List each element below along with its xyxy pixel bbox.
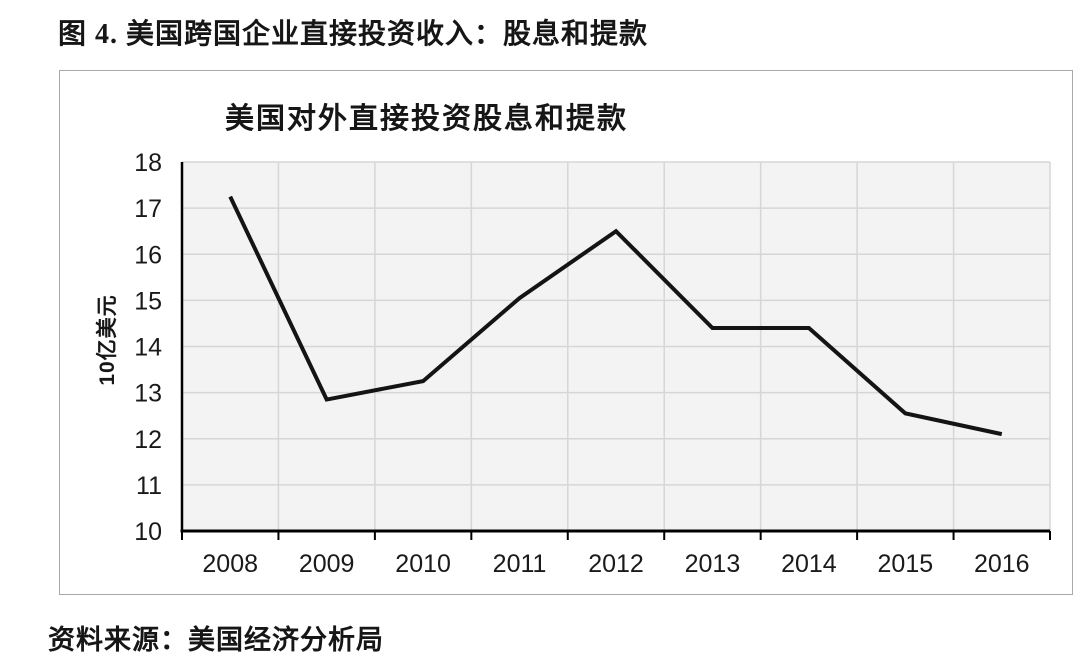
y-tick-label: 13 [134, 380, 162, 408]
x-tick-label: 2011 [493, 550, 547, 578]
x-tick-label: 2012 [588, 550, 644, 578]
x-tick-label: 2014 [781, 550, 837, 578]
y-tick-label: 11 [136, 472, 162, 500]
x-tick-label: 2016 [974, 550, 1030, 578]
line-chart: 10 11 12 13 14 15 16 17 18 2008 2009 2010 2011 2012 20… [134, 149, 1051, 578]
x-tick-label: 2015 [878, 550, 934, 578]
x-tick-label: 2013 [685, 550, 741, 578]
y-tick-label: 10 [134, 518, 162, 546]
y-tick-label: 18 [134, 149, 162, 177]
y-axis-title: 10亿美元 [96, 294, 119, 386]
y-tick-label: 17 [134, 195, 162, 223]
source-text: 资料来源：美国经济分析局 [48, 625, 384, 655]
data-series-line [228, 195, 1003, 437]
x-tick-label: 2010 [395, 550, 451, 578]
figure-title: 图 4. 美国跨国企业直接投资收入：股息和提款 [58, 19, 649, 50]
y-tick-label: 12 [134, 426, 162, 454]
x-tick-label: 2009 [299, 550, 355, 578]
x-tick-label: 2008 [202, 550, 258, 578]
chart-title: 美国对外直接投资股息和提款 [225, 103, 629, 135]
y-tick-label: 14 [134, 334, 162, 362]
y-tick-label: 15 [134, 287, 162, 315]
y-tick-label: 16 [134, 241, 162, 269]
chart-frame: 10 11 12 13 14 15 16 17 18 2008 2009 2010 2011 2012 20… [59, 70, 1073, 595]
